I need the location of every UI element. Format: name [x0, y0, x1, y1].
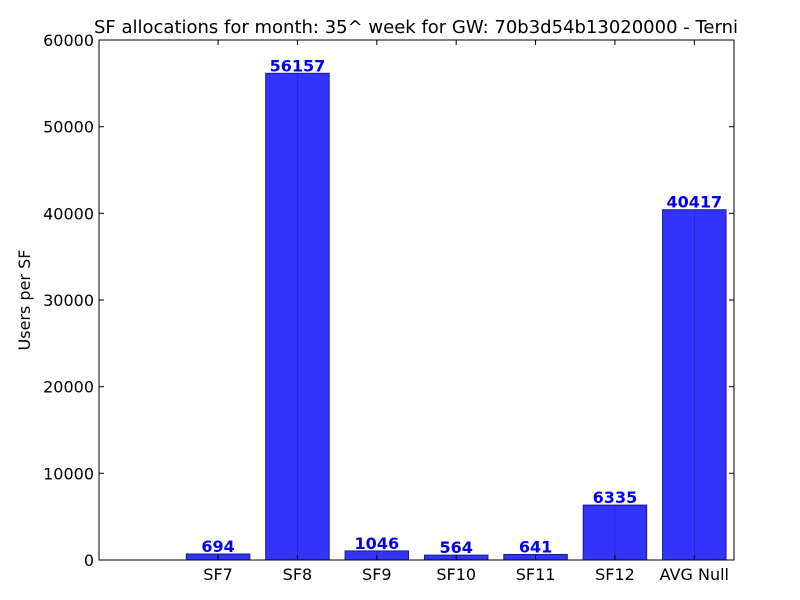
- data-label: 56157: [270, 56, 326, 75]
- y-tick-label: 0: [84, 551, 94, 570]
- data-label: 564: [439, 538, 472, 557]
- data-label: 1046: [355, 534, 400, 553]
- x-tick-label: AVG Null: [660, 565, 729, 584]
- y-tick-label: 30000: [43, 291, 94, 310]
- y-tick-label: 40000: [43, 204, 94, 223]
- x-tick-label: SF9: [362, 565, 392, 584]
- x-tick-label: SF11: [516, 565, 556, 584]
- x-tick-label: SF8: [283, 565, 313, 584]
- x-tick-label: SF7: [203, 565, 233, 584]
- x-tick-label: SF12: [595, 565, 635, 584]
- y-axis-label: Users per SF: [15, 250, 34, 351]
- data-label: 40417: [666, 193, 722, 212]
- y-tick-label: 50000: [43, 118, 94, 137]
- y-tick-label: 60000: [43, 31, 94, 50]
- plot-area: 0 10000 20000 30000 40000 50000 60000 SF7 SF8 SF9…: [43, 31, 735, 584]
- data-label: 694: [201, 537, 234, 556]
- axes-frame: [98, 39, 735, 561]
- x-tick-label: SF10: [436, 565, 476, 584]
- data-label: 641: [519, 537, 552, 556]
- y-tick-label: 20000: [43, 378, 94, 397]
- chart-title: SF allocations for month: 35^ week for G…: [94, 17, 738, 38]
- data-label: 6335: [593, 488, 638, 507]
- y-tick-label: 10000: [43, 464, 94, 483]
